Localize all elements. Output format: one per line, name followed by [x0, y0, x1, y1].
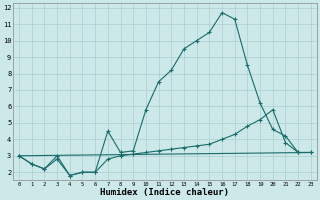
X-axis label: Humidex (Indice chaleur): Humidex (Indice chaleur) — [100, 188, 229, 197]
